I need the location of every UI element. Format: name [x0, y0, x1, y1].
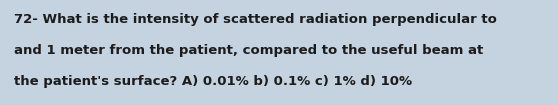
Text: 72- What is the intensity of scattered radiation perpendicular to: 72- What is the intensity of scattered r…	[14, 13, 497, 26]
Text: the patient's surface? A) 0.01% b) 0.1% c) 1% d) 10%: the patient's surface? A) 0.01% b) 0.1% …	[14, 75, 412, 88]
Text: and 1 meter from the patient, compared to the useful beam at: and 1 meter from the patient, compared t…	[14, 44, 483, 57]
